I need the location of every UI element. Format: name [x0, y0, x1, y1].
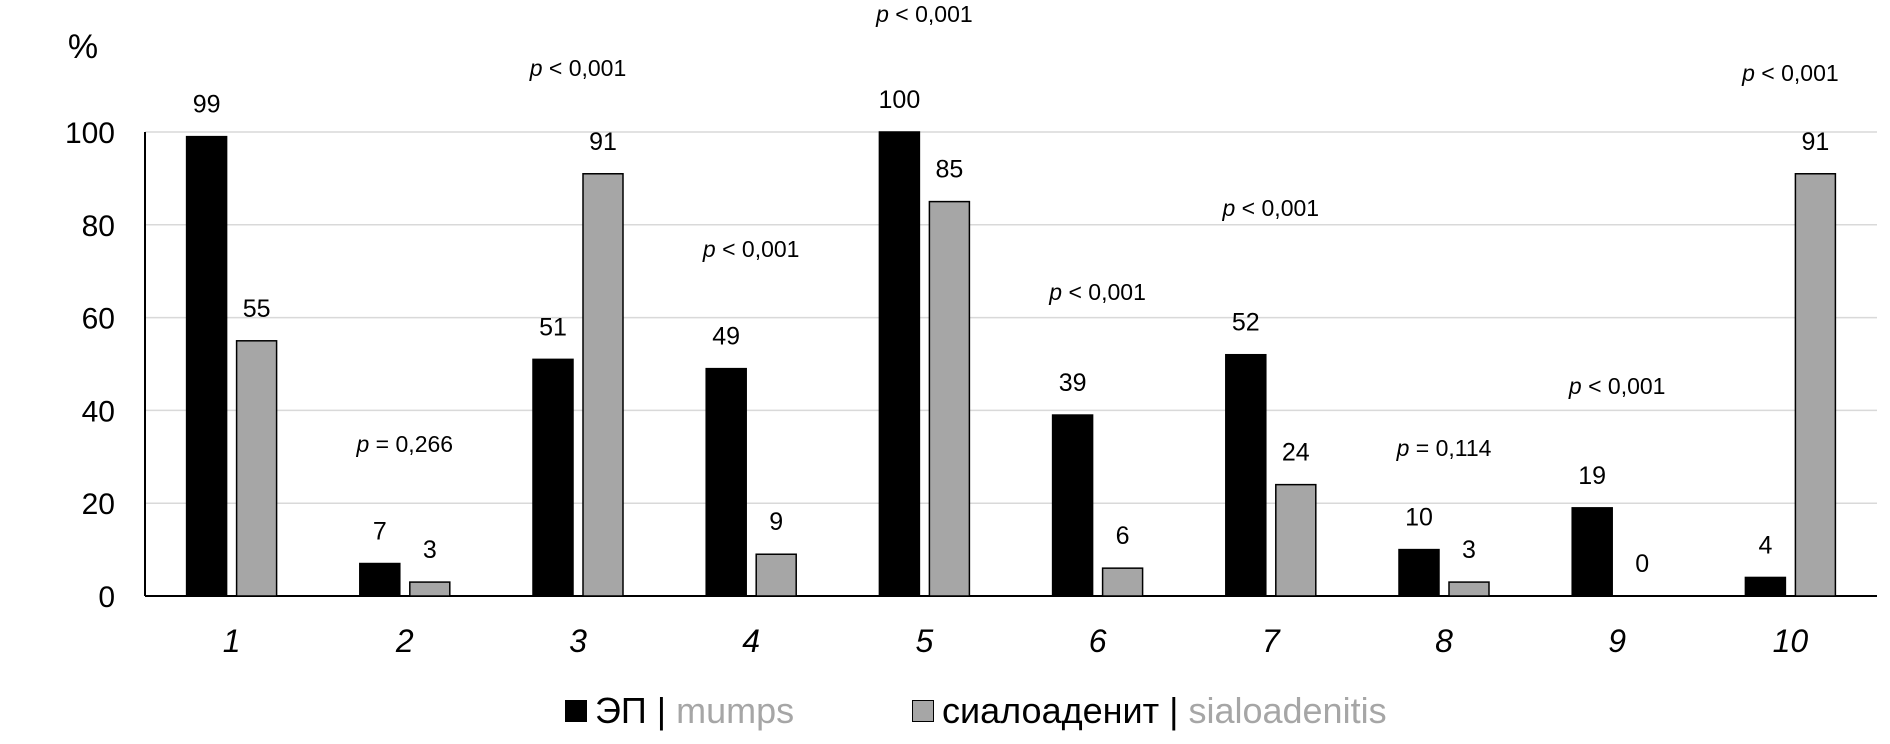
bar-sialoadenitis — [1275, 483, 1317, 597]
data-label-mumps: 19 — [1578, 462, 1606, 490]
x-tick-label: 8 — [1435, 623, 1453, 659]
bar-mumps — [185, 135, 228, 597]
legend-item-sialoadenitis: сиалоаденит | sialoadenitis — [912, 690, 1387, 732]
data-label-sialoadenitis: 0 — [1635, 550, 1649, 578]
bar-mumps — [1225, 353, 1267, 597]
data-label-sialoadenitis: 91 — [589, 128, 617, 156]
data-label-sialoadenitis: 55 — [243, 295, 271, 323]
data-label-mumps: 52 — [1232, 309, 1260, 337]
x-tick-label: 6 — [1089, 623, 1107, 659]
bar-sialoadenitis — [1794, 173, 1837, 597]
data-label-sialoadenitis: 3 — [423, 536, 437, 564]
legend-swatch-sialoadenitis — [912, 700, 934, 722]
data-label-sialoadenitis: 24 — [1282, 439, 1310, 467]
y-tick-label: 40 — [82, 395, 115, 428]
data-label-mumps: 51 — [539, 313, 567, 341]
legend-separator: | — [656, 690, 667, 731]
legend-label-en: sialoadenitis — [1188, 690, 1387, 731]
data-label-mumps: 7 — [373, 518, 387, 546]
bar-mumps — [359, 562, 401, 597]
data-label-sialoadenitis: 9 — [769, 508, 783, 536]
data-label-sialoadenitis: 85 — [935, 156, 963, 184]
bar-mumps — [1571, 507, 1613, 597]
x-tick-label: 1 — [223, 623, 241, 659]
p-value-label: p < 0,001 — [1568, 373, 1666, 399]
legend-separator: | — [1169, 690, 1179, 731]
y-tick-label: 0 — [98, 581, 115, 614]
p-value-label: p < 0,001 — [702, 236, 800, 262]
x-tick-label: 7 — [1262, 623, 1281, 659]
bar-sialoadenitis — [235, 340, 278, 597]
x-tick-label: 4 — [742, 623, 760, 659]
x-tick-label: 10 — [1773, 623, 1809, 659]
y-axis-label: % — [68, 28, 98, 66]
p-value-label: p < 0,001 — [875, 1, 973, 27]
data-label-mumps: 39 — [1059, 369, 1087, 397]
p-value-label: p < 0,001 — [1741, 60, 1839, 86]
data-label-mumps: 100 — [879, 86, 921, 114]
legend-swatch-mumps — [565, 700, 587, 722]
bar-sialoadenitis — [928, 200, 971, 597]
data-label-sialoadenitis: 6 — [1116, 522, 1130, 550]
bar-mumps — [1398, 548, 1440, 597]
y-tick-label: 100 — [65, 117, 115, 150]
bar-sialoadenitis — [582, 173, 624, 597]
y-tick-label: 80 — [82, 210, 115, 243]
legend-label-ru: ЭП — [595, 690, 647, 731]
bar-mumps — [1744, 576, 1787, 597]
bar-mumps — [878, 131, 921, 597]
legend-label-en: mumps — [676, 690, 795, 731]
data-label-mumps: 4 — [1758, 531, 1772, 559]
legend: ЭП | mumps сиалоаденит | sialoadenitis — [0, 690, 1890, 740]
p-value-label: p < 0,001 — [1222, 195, 1320, 221]
p-value-label: p < 0,001 — [1048, 279, 1146, 305]
bar-sialoadenitis — [409, 581, 451, 597]
p-value-label: p < 0,001 — [529, 55, 627, 81]
data-label-sialoadenitis: 91 — [1801, 128, 1829, 156]
p-value-label: p = 0,114 — [1396, 435, 1492, 461]
bar-mumps — [532, 358, 574, 597]
bar-mumps — [705, 367, 747, 597]
x-tick-label: 3 — [569, 623, 587, 659]
bar-sialoadenitis — [1101, 567, 1144, 597]
y-tick-label: 60 — [82, 303, 115, 336]
x-tick-label: 2 — [395, 623, 414, 659]
x-tick-label: 9 — [1608, 623, 1626, 659]
x-tick-label: 5 — [916, 623, 934, 659]
data-label-mumps: 49 — [712, 323, 740, 351]
bar-mumps — [1051, 414, 1094, 597]
y-tick-label: 20 — [82, 488, 115, 521]
data-label-mumps: 99 — [193, 91, 221, 119]
legend-item-mumps: ЭП | mumps — [565, 690, 794, 732]
legend-label-ru: сиалоаденит — [942, 690, 1160, 731]
p-value-label: p = 0,266 — [356, 431, 454, 457]
data-label-mumps: 10 — [1405, 504, 1433, 532]
data-label-sialoadenitis: 3 — [1462, 536, 1476, 564]
bar-sialoadenitis — [1448, 581, 1490, 597]
bar-sialoadenitis — [755, 553, 797, 597]
